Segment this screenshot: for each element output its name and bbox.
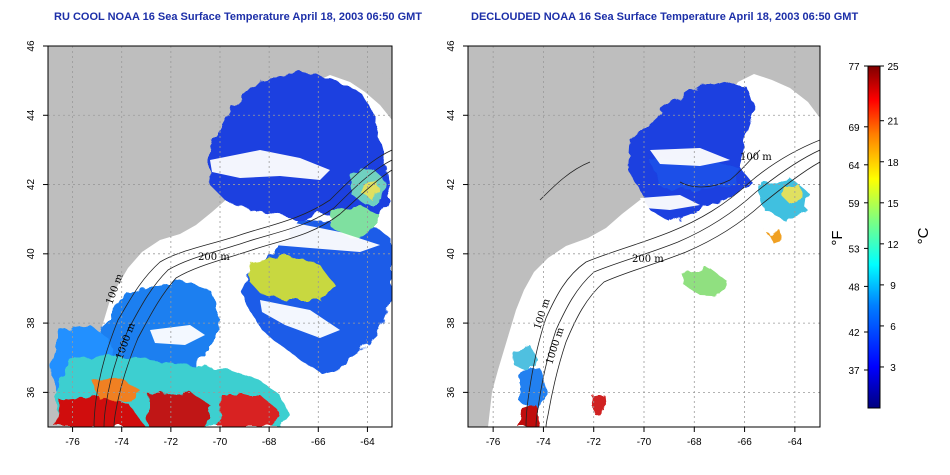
left-x-tick-label: -70 (213, 437, 228, 448)
left-y-tick-label: 36 (26, 386, 37, 398)
contour-label-100m: 100 m (740, 152, 772, 163)
right-gridlines (468, 46, 820, 427)
celsius-tick-label: 3 (890, 363, 896, 374)
fahrenheit-tick-label: 48 (848, 282, 860, 293)
left-x-tick-label: -74 (114, 437, 129, 448)
left-x-tick-label: -64 (360, 437, 375, 448)
fahrenheit-tick-label: 77 (848, 62, 860, 73)
celsius-tick-label: 25 (887, 62, 899, 73)
left-y-tick-label: 42 (26, 179, 37, 191)
left-x-tick-label: -76 (65, 437, 80, 448)
fahrenheit-tick-label: 69 (848, 123, 860, 134)
left-gridlines (48, 46, 392, 427)
right-x-tick-label: -70 (637, 437, 652, 448)
left-x-tick-label: -72 (164, 437, 179, 448)
left-map: 200 m 1000 m 100 m -76 -74 -72 -70 -68 -66 -64… (26, 40, 393, 448)
right-x-tick-label: -66 (737, 437, 752, 448)
right-y-tick-label: 36 (446, 386, 457, 398)
contour-label-200m: 200 m (632, 254, 664, 265)
celsius-tick-label: 12 (887, 240, 899, 251)
celsius-tick-label: 21 (887, 117, 899, 128)
left-x-tick-label: -68 (262, 437, 277, 448)
celsius-tick-label: 9 (890, 281, 896, 292)
right-y-tick-label: 46 (446, 40, 457, 52)
celsius-tick-label: 15 (887, 199, 899, 210)
fahrenheit-tick-label: 42 (848, 328, 860, 339)
right-y-tick-label: 38 (446, 317, 457, 329)
right-x-tick-label: -68 (687, 437, 702, 448)
contour-label-200m: 200 m (198, 252, 230, 263)
right-x-tick-label: -74 (536, 437, 551, 448)
left-x-tick-label: -66 (311, 437, 326, 448)
right-panel-title: DECLOUDED NOAA 16 Sea Surface Temperatur… (471, 11, 859, 23)
right-y-tick-label: 40 (446, 248, 457, 260)
celsius-tick-label: 18 (887, 158, 899, 169)
celsius-tick-label: 6 (890, 322, 896, 333)
right-x-tick-label: -72 (586, 437, 601, 448)
left-panel-title: RU COOL NOAA 16 Sea Surface Temperature … (54, 11, 423, 23)
fahrenheit-tick-label: 64 (848, 161, 860, 172)
celsius-unit-label: °C (915, 227, 932, 244)
fahrenheit-tick-label: 37 (848, 366, 860, 377)
colorbar-gradient (867, 65, 881, 409)
right-x-tick-label: -76 (486, 437, 501, 448)
left-y-tick-label: 44 (26, 109, 37, 121)
left-y-tick-label: 38 (26, 317, 37, 329)
fahrenheit-tick-label: 53 (848, 244, 860, 255)
land-mass (48, 46, 392, 427)
right-y-tick-label: 44 (446, 109, 457, 121)
right-x-tick-label: -64 (788, 437, 803, 448)
fahrenheit-tick-label: 59 (848, 199, 860, 210)
land-mass (468, 46, 820, 427)
colorbar: 25 21 18 15 12 9 6 3 77 69 64 59 53 48 42 37 °F °C (829, 62, 932, 409)
left-y-tick-label: 46 (26, 40, 37, 52)
left-y-tick-label: 40 (26, 248, 37, 260)
right-map: 100 m 200 m 1000 m 100 m -76 -74 -72 -70 -68… (446, 40, 821, 448)
right-y-tick-label: 42 (446, 179, 457, 191)
fahrenheit-unit-label: °F (829, 230, 846, 245)
